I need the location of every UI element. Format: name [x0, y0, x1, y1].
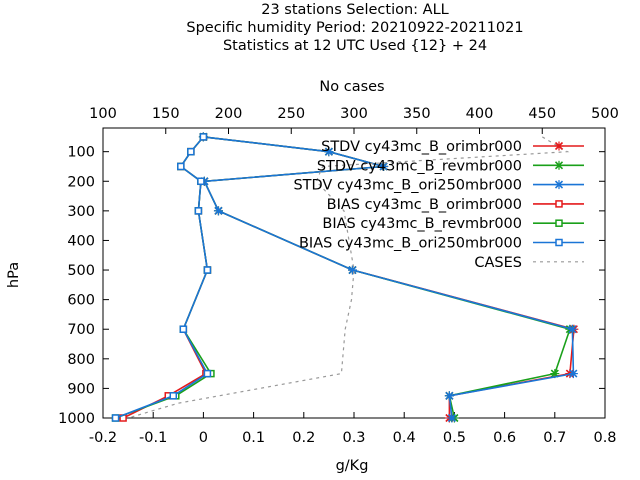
legend-swatch-marker [555, 200, 563, 208]
legend-swatch-marker [554, 180, 564, 190]
bottom-tick-label: 0.7 [543, 430, 566, 446]
data-point [379, 161, 389, 171]
top-tick-label: 500 [591, 106, 619, 122]
legend-swatch-marker [555, 238, 563, 247]
data-point [347, 265, 357, 275]
data-point [567, 324, 577, 334]
left-axis-label: hPa [6, 262, 22, 288]
legend-label: STDV cy43mc_B_orimbr000 [321, 139, 522, 155]
bottom-tick-label: -0.2 [89, 430, 117, 446]
legend-swatch-marker [554, 141, 564, 151]
legend: STDV cy43mc_B_orimbr000 STDV cy43mc_B_rev… [293, 139, 584, 271]
left-tick-label: 100 [67, 145, 95, 161]
bottom-tick-label: 0.5 [443, 430, 466, 446]
series-line [203, 136, 575, 419]
top-tick-label: 400 [466, 106, 494, 122]
bottom-tick-label: 0.1 [242, 430, 265, 446]
bottom-tick-label: 0.2 [292, 430, 315, 446]
bottom-tick-label: 0.6 [493, 430, 516, 446]
series-line [115, 136, 209, 419]
legend-label: STDV cy43mc_B_ori250mbr000 [293, 178, 522, 194]
chart-title-line-2: Specific humidity Period: 20210922-20211… [186, 20, 523, 36]
data-point [203, 369, 212, 378]
legend-label: STDV cy43mc_B_revmbr000 [317, 158, 522, 174]
series-0 [198, 132, 579, 423]
data-point [194, 207, 203, 215]
data-point [203, 266, 212, 274]
chart-title-line-3: Statistics at 12 UTC Used {12} + 24 [223, 38, 487, 54]
legend-label: BIAS cy43mc_B_ori250mbr000 [299, 236, 522, 252]
legend-swatch-marker [554, 160, 564, 170]
data-point [111, 414, 120, 422]
bottom-tick-label: -0.1 [139, 430, 167, 446]
top-tick-label: 300 [340, 106, 368, 122]
top-tick-label: 350 [403, 106, 431, 122]
left-tick-label: 500 [67, 263, 95, 279]
bottom-axis-label: g/Kg [336, 458, 369, 474]
left-tick-label: 300 [67, 204, 95, 220]
data-point [324, 147, 334, 157]
legend-label: BIAS cy43mc_B_revmbr000 [322, 216, 522, 232]
series-1 [198, 132, 575, 423]
data-point [169, 392, 178, 400]
data-point [187, 147, 195, 156]
legend-label: CASES [474, 255, 522, 271]
data-point [197, 177, 205, 186]
data-point [447, 413, 457, 423]
bottom-tick-label: 0.3 [342, 430, 365, 446]
series-3 [119, 133, 212, 422]
series-line [122, 136, 209, 419]
series-layer [111, 132, 579, 423]
top-tick-label: 100 [89, 106, 117, 122]
chart-title-line-1: 23 stations Selection: ALL [261, 2, 449, 18]
left-tick-label: 800 [67, 352, 95, 368]
top-tick-label: 450 [528, 106, 556, 122]
left-tick-label: 600 [67, 293, 95, 309]
left-tick-label: 200 [67, 174, 95, 190]
left-tick-label: 400 [67, 233, 95, 249]
axis-ticks: -0.2 -0.1 0 0.1 0.2 0.3 0.4 0.5 0.6 0.7 0.8 100 150 2… [58, 106, 619, 446]
data-point [177, 162, 185, 171]
left-tick-label: 900 [67, 381, 95, 397]
data-point [179, 325, 188, 333]
left-tick-label: 1000 [58, 411, 95, 427]
left-tick-label: 700 [67, 322, 95, 338]
series-2 [198, 132, 578, 423]
bottom-tick-label: 0.8 [593, 430, 616, 446]
top-tick-label: 150 [152, 106, 180, 122]
top-axis-label: No cases [319, 79, 384, 95]
legend-swatch-marker [555, 219, 563, 227]
legend-label: BIAS cy43mc_B_orimbr000 [327, 197, 522, 213]
bottom-tick-label: 0 [199, 430, 208, 446]
data-point [199, 133, 208, 141]
bottom-tick-label: 0.4 [393, 430, 416, 446]
data-point [568, 369, 578, 379]
top-tick-label: 200 [215, 106, 243, 122]
top-tick-label: 250 [277, 106, 305, 122]
data-point [444, 391, 454, 401]
data-point [213, 206, 223, 216]
series-5 [111, 133, 212, 422]
